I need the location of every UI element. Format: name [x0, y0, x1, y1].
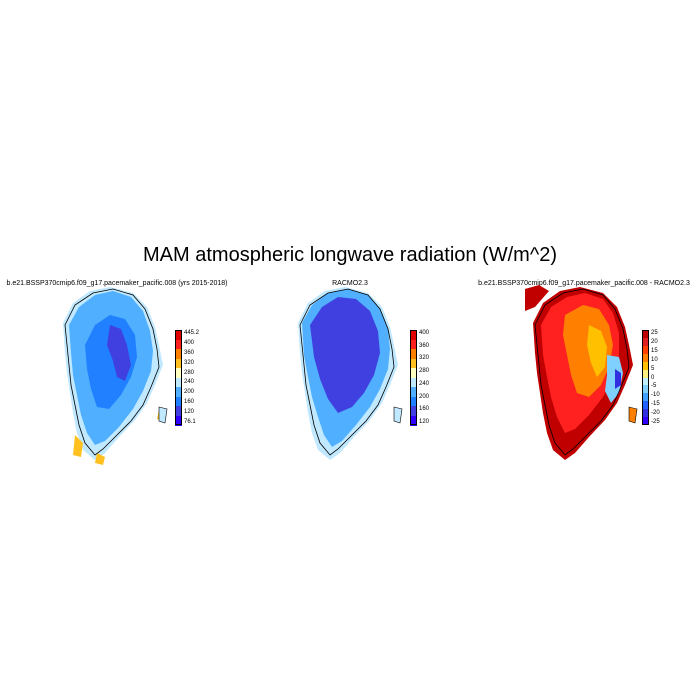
coastline-islands [158, 406, 168, 424]
colorbar-swatch [410, 415, 417, 426]
colorbar-swatch [410, 396, 417, 407]
colorbar-tick-label: 320 [419, 355, 430, 362]
colorbar-tick-label: 25 [651, 330, 658, 336]
colorbar-swatch [175, 330, 182, 340]
colorbar-swatch [175, 396, 182, 407]
coastline [64, 288, 160, 456]
colorbar-swatch [642, 385, 649, 394]
colorbar-swatch [410, 387, 417, 397]
colorbar-swatch [642, 401, 649, 410]
colorbar-swatch [175, 358, 182, 369]
colorbar-tick-label: 5 [651, 365, 655, 372]
diff-field-cold-coast [615, 369, 621, 389]
colorbar-tick-label: -25 [651, 419, 660, 425]
colorbar-swatch [410, 377, 417, 388]
colorbar-tick-label: 160 [419, 406, 430, 413]
colorbar-swatch [642, 393, 649, 402]
colorbar-swatch [410, 368, 417, 378]
panel-title-racmo: RACMO2.3 [332, 280, 368, 287]
colorbar-swatch [642, 361, 649, 371]
colorbar-tick-label: 120 [419, 419, 430, 425]
colorbar-swatch [175, 377, 182, 388]
coastline [534, 288, 630, 456]
colorbar-swatch [175, 339, 182, 350]
coastline-islands [393, 406, 403, 424]
colorbar-tick-label: -20 [651, 410, 660, 417]
colorbar-tick-label: 400 [184, 339, 195, 346]
colorbar-difference: 25 20 15 10 5 0 -5 -10 -15 -20 -25 [642, 330, 682, 426]
panel-title-difference: b.e21.BSSP370cmip6.f09_g17.pacemaker_pac… [478, 280, 690, 287]
diff-field-upper-left [525, 285, 549, 311]
colorbar-swatch [642, 377, 649, 386]
colorbar-swatch [175, 387, 182, 397]
colorbar-model: 445.2 400 360 320 280 240 200 160 120 76.1 [175, 330, 215, 426]
greenland-map-model [63, 287, 168, 465]
colorbar-tick-label: 76.1 [184, 419, 196, 425]
colorbar-tick-label: 400 [419, 330, 430, 336]
diff-field-cool-coast [605, 355, 623, 403]
colorbar-tick-label: 160 [184, 399, 195, 406]
colorbar-tick-label: 10 [651, 356, 658, 363]
colorbar-tick-label: 240 [184, 379, 195, 386]
colorbar-racmo: 400 360 320 280 240 200 160 120 [410, 330, 450, 426]
colorbar-swatch [642, 353, 649, 363]
colorbar-tick-label: 360 [419, 342, 430, 349]
colorbar-swatch [410, 358, 417, 369]
colorbar-swatch [642, 417, 649, 426]
diff-field-warm [563, 305, 613, 397]
colorbar-swatch [642, 409, 649, 418]
coastline-islands [628, 406, 638, 424]
colorbar-frame [175, 330, 182, 425]
coastline [299, 288, 395, 456]
colorbar-swatch [642, 330, 649, 339]
colorbar-tick-label: 0 [651, 374, 655, 381]
colorbar-tick-label: -5 [651, 383, 657, 390]
colorbar-swatch [642, 345, 649, 355]
colorbar-frame [642, 330, 649, 425]
colorbar-swatch [410, 349, 417, 359]
colorbar-tick-label: 120 [184, 409, 195, 416]
greenland-map-racmo [298, 287, 403, 460]
colorbar-tick-label: 15 [651, 347, 658, 354]
colorbar-swatch [642, 337, 649, 347]
panel-title-model: b.e21.BSSP370cmip6.f09_g17.pacemaker_pac… [6, 280, 228, 287]
colorbar-tick-label: 445.2 [184, 330, 200, 336]
colorbar-tick-label: 240 [419, 380, 430, 387]
colorbar-swatch [410, 330, 417, 340]
colorbar-swatch [175, 406, 182, 416]
greenland-map-difference [525, 285, 638, 460]
colorbar-swatch [410, 339, 417, 350]
colorbar-swatch [175, 349, 182, 359]
colorbar-tick-label: 200 [184, 389, 195, 396]
colorbar-swatch [175, 415, 182, 426]
colorbar-tick-label: 280 [419, 368, 430, 375]
colorbar-tick-label: 280 [184, 369, 195, 376]
ice-field-core [107, 325, 131, 381]
colorbar-tick-label: -10 [651, 392, 660, 399]
ice-field-inner [310, 297, 380, 413]
colorbar-tick-label: 200 [419, 393, 430, 400]
colorbar-tick-label: -15 [651, 401, 660, 408]
colorbar-tick-label: 320 [184, 359, 195, 366]
colorbar-tick-label: 360 [184, 349, 195, 356]
colorbar-frame [410, 330, 417, 425]
diff-field-mild [587, 325, 607, 377]
figure-title: MAM atmospheric longwave radiation (W/m^… [143, 244, 557, 266]
colorbar-swatch [410, 406, 417, 416]
colorbar-swatch [642, 369, 649, 378]
colorbar-swatch [175, 368, 182, 378]
colorbar-tick-label: 20 [651, 338, 658, 345]
